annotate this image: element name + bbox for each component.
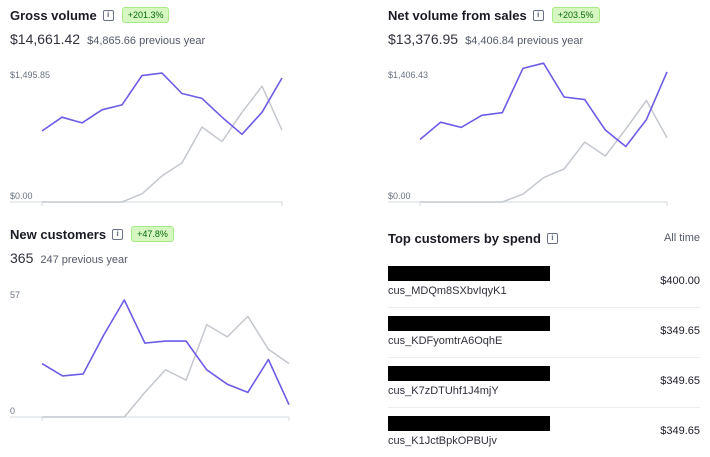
top-customers-header: Top customers by spend i All time (388, 228, 700, 248)
new-customers-panel: New customers i +47.8% 365 247 previous … (10, 224, 322, 266)
y-axis-max-label: $1,406.43 (388, 70, 428, 80)
net-volume-title: Net volume from sales (388, 7, 527, 23)
y-axis-max-label: 57 (10, 290, 20, 300)
new-customers-chart[interactable]: 57 0 (10, 290, 330, 435)
y-axis-min-label: 0 (10, 406, 15, 416)
redacted-name-bar (388, 416, 550, 431)
net-volume-value: $13,376.95 (388, 31, 459, 47)
new-customers-change-badge: +47.8% (131, 226, 174, 242)
net-volume-panel: Net volume from sales i +203.5% $13,376.… (388, 5, 700, 47)
customer-id: cus_K7zDTUhf1J4mjY (388, 385, 499, 397)
y-axis-max-label: $1,495.85 (10, 70, 50, 80)
top-customers-title: Top customers by spend (388, 230, 541, 246)
gross-volume-previous: $4,865.66 previous year (87, 35, 206, 47)
info-icon[interactable]: i (546, 232, 558, 244)
current-period-line (419, 62, 668, 148)
redacted-name-bar (388, 316, 550, 331)
gross-volume-chart[interactable]: $1,495.85 $0.00 (10, 70, 330, 215)
customer-id: cus_K1JctBpkOPBUjv (388, 435, 497, 447)
customer-spend: $349.65 (660, 325, 700, 337)
customer-row[interactable]: cus_K7zDTUhf1J4mjY $349.65 (388, 359, 700, 408)
new-customers-previous: 247 previous year (40, 254, 128, 266)
customer-row[interactable]: cus_KDFyomtrA6OqhE $349.65 (388, 309, 700, 358)
previous-period-line (42, 85, 283, 203)
y-axis-min-label: $0.00 (10, 191, 33, 201)
current-period-line (41, 299, 290, 406)
redacted-name-bar (388, 266, 550, 281)
customer-spend: $349.65 (660, 375, 700, 387)
customer-spend: $349.65 (660, 425, 700, 437)
gross-volume-panel: Gross volume i +201.3% $14,661.42 $4,865… (10, 5, 322, 47)
new-customers-value: 365 (10, 250, 34, 266)
net-volume-chart[interactable]: $1,406.43 $0.00 (388, 62, 708, 215)
current-period-line (41, 72, 283, 136)
info-icon[interactable]: i (532, 9, 544, 21)
gross-volume-value: $14,661.42 (10, 31, 81, 47)
redacted-name-bar (388, 366, 550, 381)
customer-id: cus_MDQm8SXbvIqyK1 (388, 285, 507, 297)
previous-period-line (42, 315, 290, 418)
customer-id: cus_KDFyomtrA6OqhE (388, 335, 503, 347)
customer-row[interactable]: cus_K1JctBpkOPBUjv $349.65 (388, 409, 700, 457)
customer-spend: $400.00 (660, 275, 700, 287)
y-axis-min-label: $0.00 (388, 191, 411, 201)
net-volume-previous: $4,406.84 previous year (465, 35, 584, 47)
net-volume-change-badge: +203.5% (551, 7, 600, 23)
gross-volume-title: Gross volume (10, 7, 97, 23)
customer-row[interactable]: cus_MDQm8SXbvIqyK1 $400.00 (388, 259, 700, 308)
gross-volume-change-badge: +201.3% (121, 7, 170, 23)
info-icon[interactable]: i (112, 228, 124, 240)
period-selector[interactable]: All time (663, 232, 700, 244)
previous-period-line (420, 99, 668, 203)
info-icon[interactable]: i (102, 9, 114, 21)
new-customers-title: New customers (10, 226, 107, 242)
